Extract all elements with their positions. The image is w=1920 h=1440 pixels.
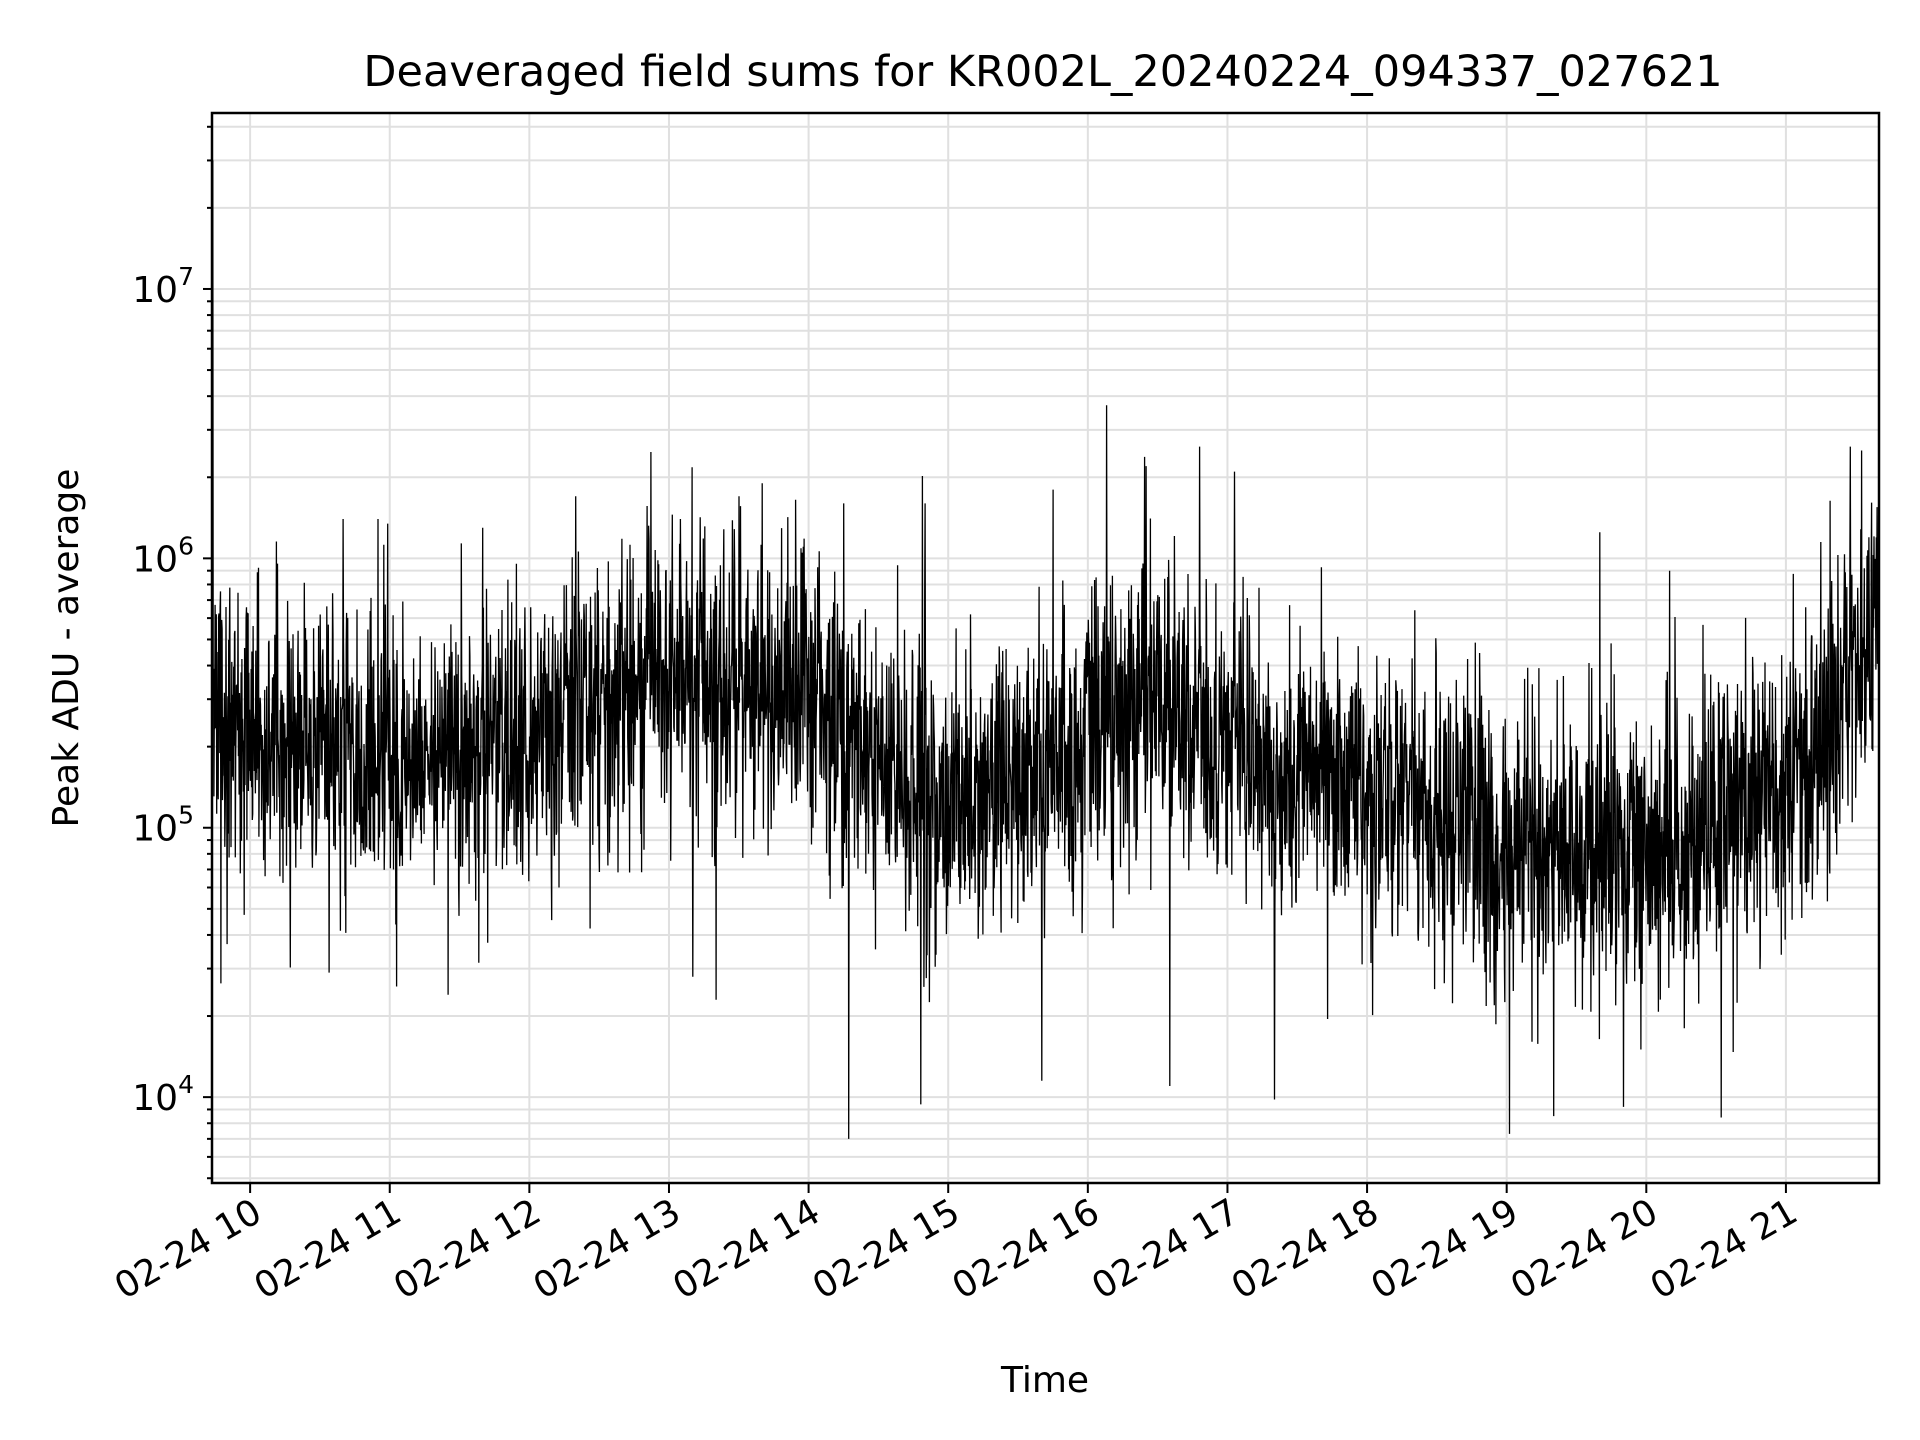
series-layer	[211, 160, 1880, 1139]
x-axis-label: Time	[1000, 1360, 1089, 1401]
y-tick-label: 104	[132, 1070, 194, 1119]
y-tick-label: 106	[132, 531, 194, 580]
y-axis-label: Peak ADU - average	[46, 469, 87, 828]
chart-title: Deaveraged field sums for KR002L_2024022…	[363, 47, 1722, 97]
plot-frame	[210, 111, 1881, 1185]
y-tick-label: 107	[132, 262, 194, 311]
series-line	[211, 160, 1880, 1139]
y-tick-label: 105	[132, 801, 194, 850]
